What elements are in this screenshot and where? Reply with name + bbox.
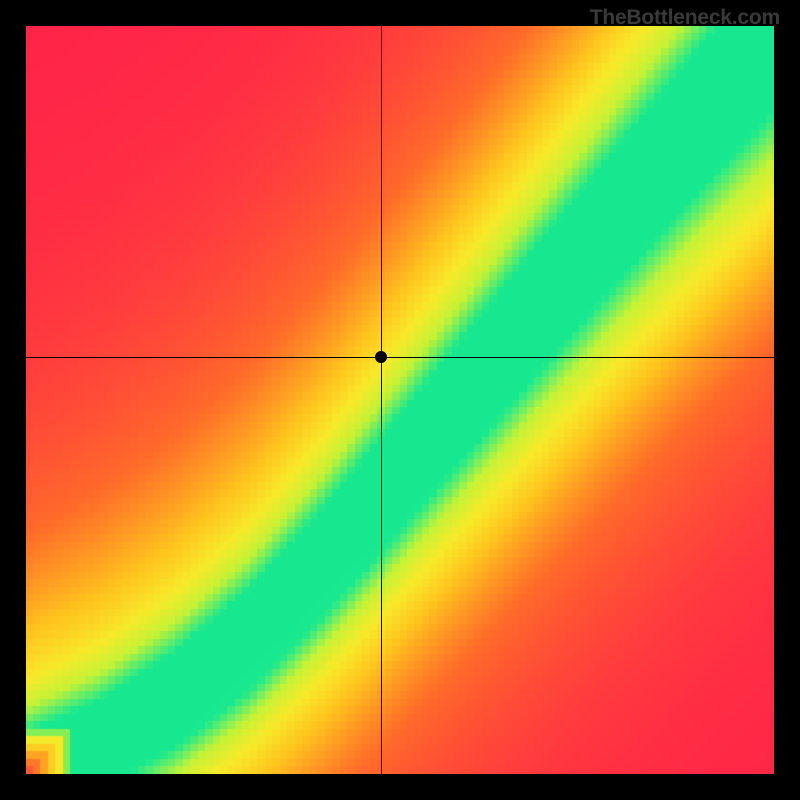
watermark-text: TheBottleneck.com xyxy=(590,6,780,30)
chart-frame: TheBottleneck.com xyxy=(0,0,800,800)
heatmap-plot xyxy=(26,26,774,774)
